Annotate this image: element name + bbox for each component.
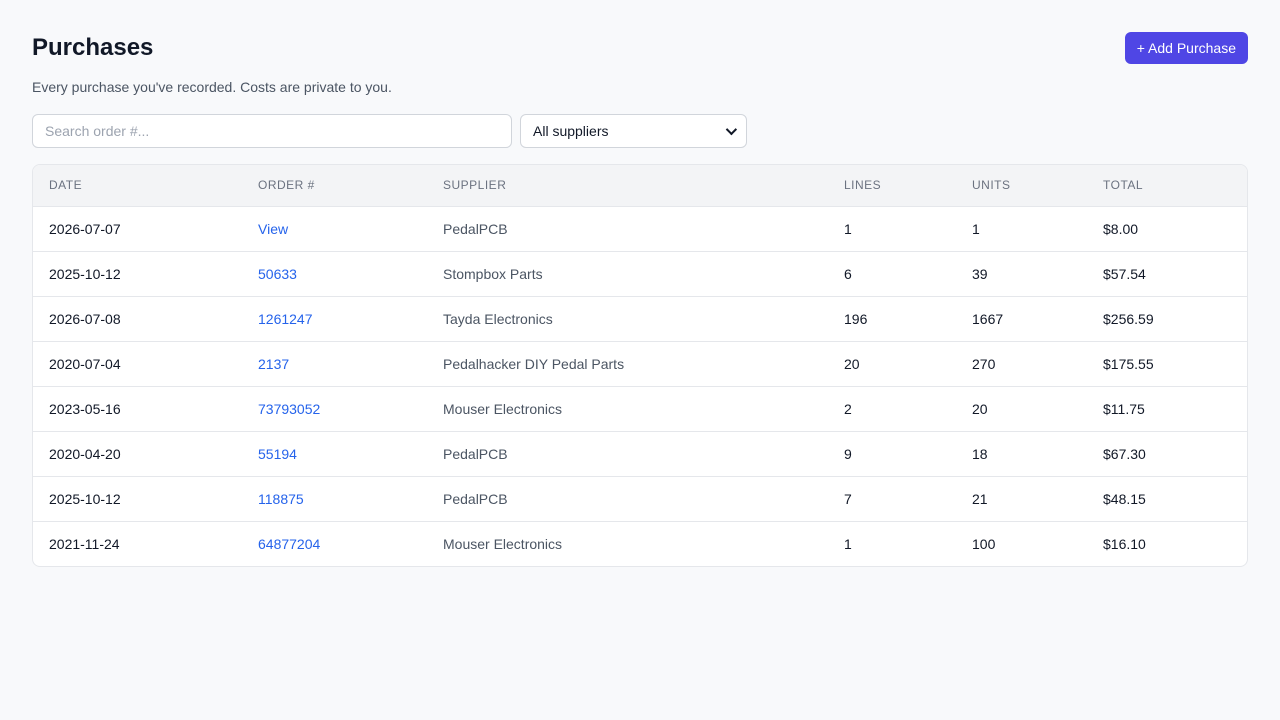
column-header-order[interactable]: ORDER # (258, 178, 315, 193)
cell-total: $48.15 (1103, 490, 1146, 507)
page-title: Purchases (32, 34, 154, 61)
order-link[interactable]: 64877204 (258, 535, 321, 552)
purchases-table: DATE ORDER # SUPPLIER LINES UNITS TOTAL … (32, 164, 1248, 567)
cell-total: $175.55 (1103, 355, 1154, 372)
cell-units: 100 (972, 535, 996, 552)
cell-lines: 7 (844, 490, 852, 507)
cell-units: 18 (972, 445, 988, 462)
cell-total: $67.30 (1103, 445, 1146, 462)
cell-units: 39 (972, 265, 988, 282)
order-link[interactable]: 55194 (258, 445, 297, 462)
cell-date: 2021-11-24 (49, 535, 120, 552)
table-row[interactable]: 2020-04-20 55194 PedalPCB 9 18 $67.30 (33, 431, 1247, 476)
add-purchase-button[interactable]: + Add Purchase (1124, 32, 1248, 64)
column-header-units[interactable]: UNITS (972, 178, 1011, 193)
cell-date: 2025-10-12 (49, 490, 121, 507)
order-link[interactable]: 50633 (258, 265, 297, 282)
cell-lines: 1 (844, 220, 852, 237)
filters-bar: All suppliers (32, 114, 1248, 148)
table-body: 2026-07-07 View PedalPCB 1 1 $8.00 2025-… (33, 206, 1247, 566)
cell-units: 20 (972, 400, 988, 417)
cell-lines: 20 (844, 355, 860, 372)
cell-units: 270 (972, 355, 996, 372)
cell-lines: 9 (844, 445, 852, 462)
table-row[interactable]: 2026-07-08 1261247 Tayda Electronics 196… (33, 296, 1247, 341)
cell-supplier: Mouser Electronics (443, 535, 563, 552)
cell-units: 1667 (972, 310, 1004, 327)
cell-supplier: Stompbox Parts (443, 265, 543, 282)
cell-units: 21 (972, 490, 988, 507)
column-header-date[interactable]: DATE (49, 178, 83, 193)
cell-lines: 196 (844, 310, 868, 327)
cell-date: 2020-07-04 (49, 355, 121, 372)
cell-supplier: Mouser Electronics (443, 400, 563, 417)
table-row[interactable]: 2025-10-12 118875 PedalPCB 7 21 $48.15 (33, 476, 1247, 521)
cell-supplier: Pedalhacker DIY Pedal Parts (443, 355, 625, 372)
page-header: Purchases Every purchase you've recorded… (32, 32, 1248, 96)
cell-lines: 1 (844, 535, 852, 552)
cell-date: 2025-10-12 (49, 265, 121, 282)
order-link[interactable]: 73793052 (258, 400, 321, 417)
cell-total: $57.54 (1103, 265, 1146, 282)
order-link[interactable]: View (258, 220, 289, 237)
cell-date: 2026-07-07 (49, 220, 121, 237)
cell-units: 1 (972, 220, 980, 237)
order-link[interactable]: 2137 (258, 355, 290, 372)
search-input[interactable] (32, 114, 512, 148)
table-row[interactable]: 2026-07-07 View PedalPCB 1 1 $8.00 (33, 206, 1247, 251)
cell-date: 2026-07-08 (49, 310, 121, 327)
cell-lines: 6 (844, 265, 852, 282)
order-link[interactable]: 118875 (258, 490, 304, 507)
order-link[interactable]: 1261247 (258, 310, 313, 327)
cell-total: $8.00 (1103, 220, 1139, 237)
cell-total: $256.59 (1103, 310, 1154, 327)
cell-supplier: Tayda Electronics (443, 310, 553, 327)
chevron-down-icon (725, 123, 738, 136)
title-block: Purchases Every purchase you've recorded… (32, 32, 392, 96)
column-header-supplier[interactable]: SUPPLIER (443, 178, 507, 193)
column-header-lines[interactable]: LINES (844, 178, 882, 193)
table-header-row: DATE ORDER # SUPPLIER LINES UNITS TOTAL (33, 165, 1247, 206)
page-subtitle: Every purchase you've recorded. Costs ar… (32, 79, 392, 95)
table-row[interactable]: 2021-11-24 64877204 Mouser Electronics 1… (33, 521, 1247, 566)
cell-date: 2020-04-20 (49, 445, 121, 462)
cell-total: $11.75 (1103, 400, 1145, 417)
cell-lines: 2 (844, 400, 852, 417)
cell-date: 2023-05-16 (49, 400, 121, 417)
cell-supplier: PedalPCB (443, 445, 508, 462)
cell-supplier: PedalPCB (443, 220, 508, 237)
table-row[interactable]: 2023-05-16 73793052 Mouser Electronics 2… (33, 386, 1247, 431)
cell-total: $16.10 (1103, 535, 1146, 552)
table-row[interactable]: 2020-07-04 2137 Pedalhacker DIY Pedal Pa… (33, 341, 1247, 386)
cell-supplier: PedalPCB (443, 490, 508, 507)
table-row[interactable]: 2025-10-12 50633 Stompbox Parts 6 39 $57… (33, 251, 1247, 296)
supplier-select[interactable]: All suppliers (520, 114, 747, 148)
supplier-select-value: All suppliers (533, 123, 609, 139)
column-header-total[interactable]: TOTAL (1103, 178, 1144, 193)
